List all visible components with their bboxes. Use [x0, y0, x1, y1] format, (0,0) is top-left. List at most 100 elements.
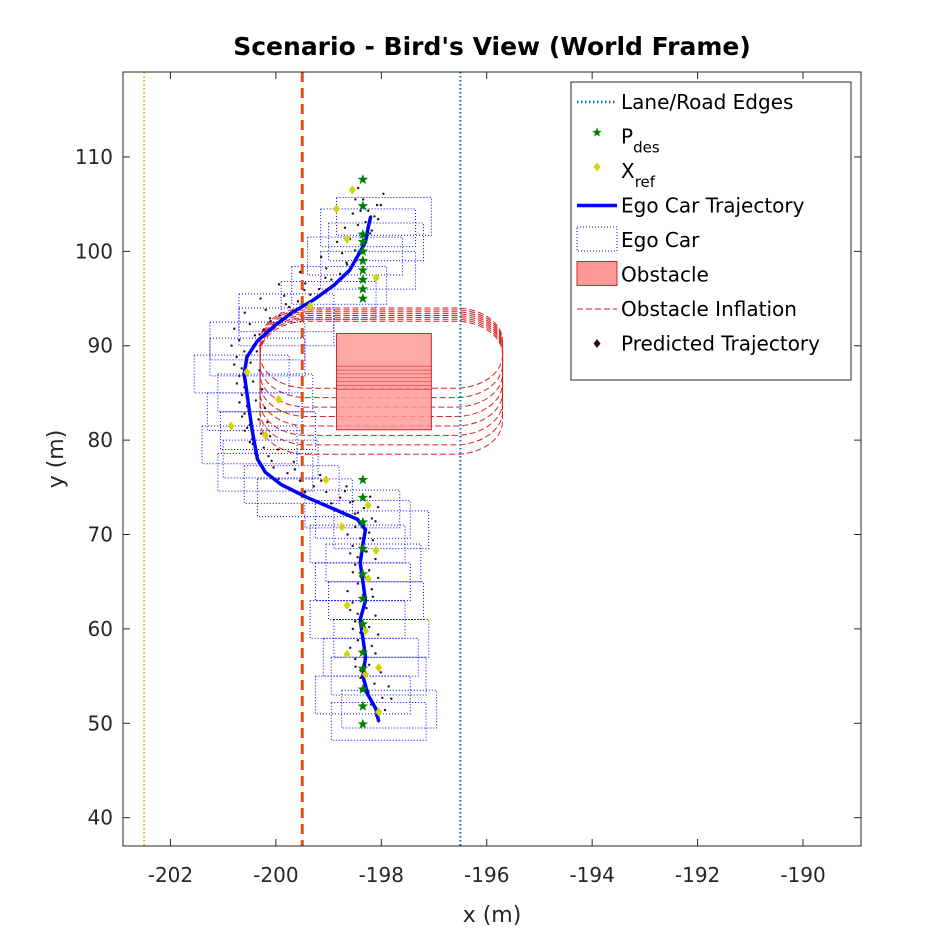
predicted-point [351, 627, 355, 631]
predicted-point [345, 263, 349, 266]
ego-car-footprint [320, 208, 417, 248]
predicted-point [286, 471, 289, 475]
predicted-point [351, 544, 354, 548]
x-ref-marker [375, 663, 383, 673]
ego-car-footprint [217, 452, 314, 492]
p-des-marker [357, 264, 369, 275]
predicted-point [243, 429, 246, 432]
x-ref-marker [375, 707, 383, 717]
predicted-point [374, 520, 377, 523]
legend-entry-ego_car: Ego Car [576, 226, 700, 252]
ego-car-footprint [325, 543, 422, 583]
ego-car-footprint [209, 337, 306, 377]
p-des-marker [357, 228, 369, 239]
ego-car-footprint [291, 265, 388, 305]
predicted-point [373, 215, 376, 218]
legend-label: Ego Car Trajectory [621, 194, 805, 218]
predicted-point [364, 220, 367, 224]
predicted-point [379, 203, 382, 207]
predicted-point [367, 663, 371, 666]
predicted-point [303, 288, 306, 292]
p-des-marker [357, 568, 369, 579]
x-ref-marker [332, 204, 340, 214]
predicted-point [359, 209, 362, 212]
ego-car-footprint [330, 702, 427, 741]
predicted-point [325, 490, 328, 494]
predicted-point [264, 308, 267, 312]
ego-car-footprint [304, 489, 401, 529]
ego-car-footprint [280, 281, 377, 320]
predicted-point [370, 517, 374, 520]
predicted-point [243, 350, 246, 353]
predicted-point [345, 261, 348, 264]
predicted-point [379, 671, 382, 674]
predicted-point [346, 533, 349, 536]
predicted-point [370, 588, 374, 591]
predicted-point [354, 525, 357, 529]
predicted-point [376, 505, 380, 509]
predicted-point [381, 696, 384, 700]
predicted-point [371, 538, 375, 542]
predicted-point [354, 665, 357, 668]
predicted-point [324, 276, 327, 279]
y-tick-label: 90 [88, 334, 113, 358]
predicted-point [382, 192, 385, 195]
ego-car-footprint [333, 510, 430, 550]
predicted-point [238, 338, 241, 342]
x-tick-label: -196 [464, 863, 509, 887]
x-ref-marker [343, 600, 351, 610]
predicted-point [348, 501, 352, 504]
predicted-point [262, 446, 265, 449]
predicted-point [353, 249, 357, 252]
ego-car-footprint [209, 321, 306, 361]
predicted-point [303, 490, 307, 494]
predicted-point [356, 555, 359, 559]
x-ref-marker [261, 430, 269, 440]
predicted-point [354, 620, 357, 623]
obstacle-layer [335, 332, 432, 431]
predicted-point [318, 473, 322, 477]
predicted-point [240, 393, 244, 397]
predicted-point [340, 252, 344, 255]
predicted-point [367, 209, 370, 212]
x-ref-marker [338, 522, 346, 532]
p-des-marker [357, 200, 369, 211]
p-des-marker [357, 618, 369, 629]
x-tick-label: -190 [780, 863, 825, 887]
x-ref-marker [343, 649, 351, 659]
p-des-marker [357, 593, 369, 604]
ego-trajectory-line [242, 215, 381, 722]
predicted-point [369, 495, 372, 498]
ego-car-footprint [243, 465, 340, 504]
predicted-point [348, 608, 352, 612]
legend-swatch [593, 339, 601, 348]
predicted-point [356, 612, 359, 615]
p-des-marker [357, 293, 369, 303]
predicted-point [258, 333, 261, 336]
predicted-point [376, 218, 380, 221]
predicted-point [370, 644, 374, 648]
ego-car-footprint [307, 236, 403, 276]
x-ref-marker [227, 421, 235, 431]
p-des-marker [357, 683, 369, 694]
plot-frame [122, 71, 862, 847]
predicted-point [356, 223, 360, 227]
predicted-point [269, 319, 272, 323]
legend-entry-obstacle: Obstacle [576, 261, 709, 287]
predicted-point [376, 576, 380, 580]
predicted-point [235, 382, 239, 385]
predicted-point [268, 435, 272, 438]
predicted-point [272, 466, 275, 469]
predicted-point [238, 374, 241, 378]
legend-entry-lane: Lane/Road Edges [577, 90, 793, 114]
predicted-point [287, 305, 291, 309]
legend-swatch [592, 127, 602, 137]
x-tick-label: -194 [569, 863, 614, 887]
predicted-point [258, 369, 261, 372]
x-ref-marker [364, 574, 372, 584]
predicted-point [248, 440, 252, 444]
p-des-marker [357, 174, 369, 185]
predicted-point [374, 557, 377, 561]
predicted-point [356, 582, 360, 585]
